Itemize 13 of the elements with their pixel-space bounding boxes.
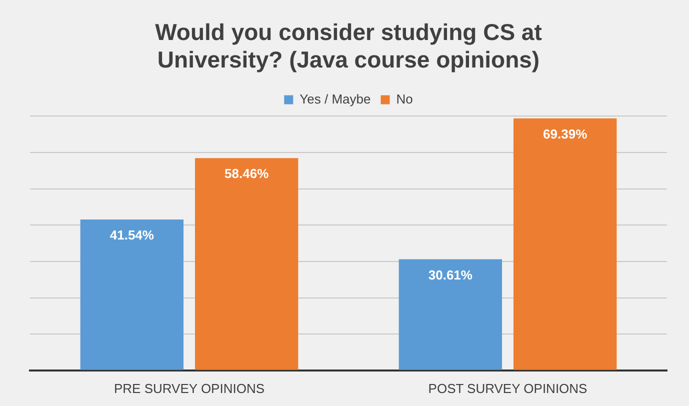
x-tick-label: POST SURVEY OPINIONS: [428, 380, 588, 396]
bar: [513, 118, 617, 370]
bar: [80, 220, 184, 370]
data-label: 30.61%: [428, 267, 473, 282]
x-tick-label: PRE SURVEY OPINIONS: [114, 380, 265, 396]
legend-label: Yes / Maybe: [300, 91, 371, 106]
chart-title: Would you consider studying CS at University? (Java course opinions): [155, 19, 542, 73]
legend-label: No: [396, 91, 413, 106]
bar: [398, 259, 502, 370]
bar: [194, 158, 298, 370]
data-label: 58.46%: [224, 166, 270, 182]
data-label: 41.54%: [110, 228, 154, 243]
data-label: 69.39%: [543, 126, 588, 142]
